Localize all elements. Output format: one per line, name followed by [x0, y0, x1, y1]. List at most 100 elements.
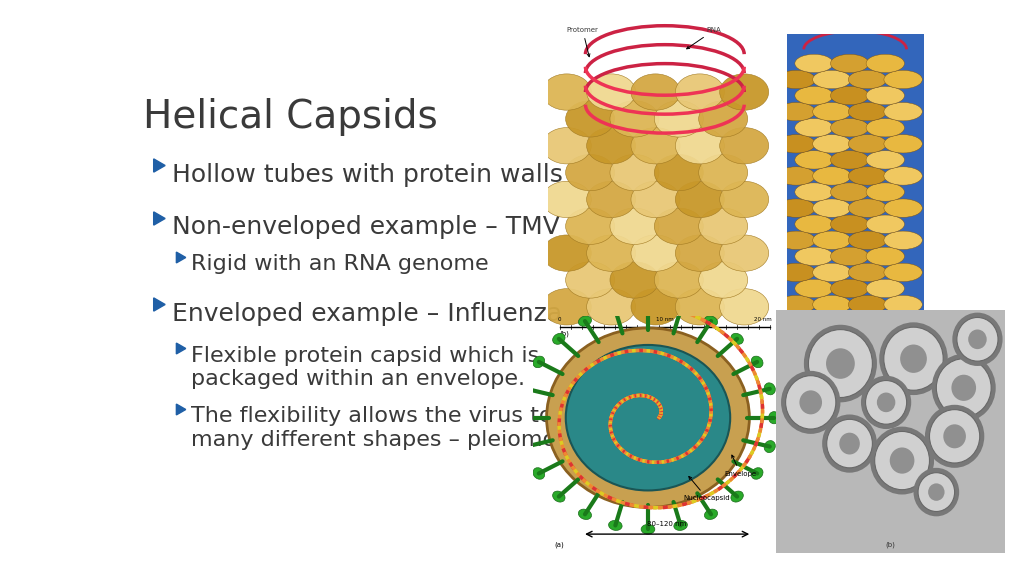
- Ellipse shape: [641, 301, 655, 311]
- Text: (b): (b): [560, 331, 569, 337]
- Ellipse shape: [720, 74, 768, 110]
- Circle shape: [822, 415, 877, 473]
- Circle shape: [875, 431, 930, 490]
- Circle shape: [839, 433, 860, 455]
- Ellipse shape: [720, 289, 768, 325]
- Text: Flexible protein capsid which is
packaged within an envelope.: Flexible protein capsid which is package…: [192, 346, 540, 389]
- Ellipse shape: [849, 231, 887, 249]
- Ellipse shape: [542, 289, 592, 325]
- Text: RNA: RNA: [687, 27, 722, 49]
- Ellipse shape: [565, 155, 615, 191]
- Ellipse shape: [552, 491, 565, 502]
- Circle shape: [900, 345, 927, 373]
- Ellipse shape: [764, 383, 775, 395]
- Circle shape: [914, 468, 959, 517]
- Ellipse shape: [849, 167, 887, 185]
- Circle shape: [826, 349, 855, 379]
- Ellipse shape: [610, 155, 659, 191]
- Ellipse shape: [849, 263, 887, 281]
- Ellipse shape: [884, 296, 923, 314]
- Circle shape: [936, 359, 991, 417]
- Ellipse shape: [698, 155, 748, 191]
- Ellipse shape: [552, 333, 565, 344]
- Ellipse shape: [542, 74, 592, 110]
- Ellipse shape: [579, 509, 592, 519]
- Ellipse shape: [610, 101, 659, 137]
- Ellipse shape: [795, 151, 833, 169]
- Circle shape: [782, 371, 840, 434]
- Circle shape: [546, 328, 749, 508]
- Text: Envelope: Envelope: [725, 455, 757, 477]
- Ellipse shape: [813, 231, 851, 249]
- Ellipse shape: [884, 231, 923, 249]
- Ellipse shape: [830, 118, 869, 137]
- Circle shape: [879, 322, 948, 395]
- Ellipse shape: [795, 183, 833, 201]
- Circle shape: [952, 312, 1003, 366]
- Ellipse shape: [813, 70, 851, 89]
- Ellipse shape: [830, 54, 869, 73]
- Ellipse shape: [795, 54, 833, 73]
- Ellipse shape: [533, 356, 545, 368]
- Ellipse shape: [720, 127, 768, 164]
- Ellipse shape: [720, 181, 768, 218]
- Ellipse shape: [542, 181, 592, 218]
- Text: Nucleocapsid: Nucleocapsid: [684, 477, 730, 501]
- Ellipse shape: [866, 279, 904, 298]
- Ellipse shape: [866, 247, 904, 266]
- Ellipse shape: [884, 263, 923, 281]
- Circle shape: [918, 473, 954, 512]
- Ellipse shape: [849, 296, 887, 314]
- Ellipse shape: [795, 118, 833, 137]
- Ellipse shape: [521, 440, 532, 452]
- Ellipse shape: [655, 208, 703, 244]
- Ellipse shape: [813, 199, 851, 217]
- Ellipse shape: [849, 70, 887, 89]
- Ellipse shape: [751, 468, 763, 479]
- Ellipse shape: [631, 127, 680, 164]
- Ellipse shape: [777, 70, 815, 89]
- Ellipse shape: [830, 151, 869, 169]
- Text: The flexibility allows the virus to take on
many different shapes – pleiomorphic: The flexibility allows the virus to take…: [192, 407, 644, 450]
- Ellipse shape: [609, 521, 622, 530]
- Circle shape: [928, 483, 945, 501]
- Circle shape: [943, 424, 966, 448]
- Ellipse shape: [698, 101, 748, 137]
- Text: Non-enveloped example – TMV: Non-enveloped example – TMV: [173, 215, 560, 239]
- Ellipse shape: [813, 135, 851, 153]
- Ellipse shape: [675, 235, 725, 271]
- Ellipse shape: [777, 167, 815, 185]
- Ellipse shape: [768, 412, 780, 424]
- Ellipse shape: [795, 86, 833, 105]
- Ellipse shape: [720, 235, 768, 271]
- Ellipse shape: [884, 199, 923, 217]
- Ellipse shape: [675, 289, 725, 325]
- Ellipse shape: [655, 262, 703, 298]
- Ellipse shape: [565, 208, 615, 244]
- Ellipse shape: [777, 135, 815, 153]
- Ellipse shape: [521, 383, 532, 395]
- Text: 80–120 nm: 80–120 nm: [648, 521, 687, 527]
- Text: Protomer: Protomer: [566, 27, 599, 57]
- Ellipse shape: [813, 167, 851, 185]
- Ellipse shape: [675, 127, 725, 164]
- Ellipse shape: [631, 181, 680, 218]
- Text: Enveloped example – Influenza: Enveloped example – Influenza: [173, 302, 562, 326]
- Ellipse shape: [542, 235, 592, 271]
- Text: 0: 0: [558, 317, 561, 322]
- Ellipse shape: [751, 356, 763, 368]
- Circle shape: [968, 329, 987, 349]
- Ellipse shape: [587, 235, 635, 271]
- Circle shape: [877, 393, 895, 412]
- Ellipse shape: [866, 86, 904, 105]
- Text: Hollow tubes with protein walls: Hollow tubes with protein walls: [173, 163, 563, 187]
- Ellipse shape: [731, 333, 743, 344]
- Ellipse shape: [675, 74, 725, 110]
- Ellipse shape: [675, 181, 725, 218]
- Ellipse shape: [830, 183, 869, 201]
- Ellipse shape: [731, 491, 743, 502]
- Ellipse shape: [674, 521, 687, 530]
- Ellipse shape: [655, 155, 703, 191]
- Ellipse shape: [777, 199, 815, 217]
- Ellipse shape: [533, 468, 545, 479]
